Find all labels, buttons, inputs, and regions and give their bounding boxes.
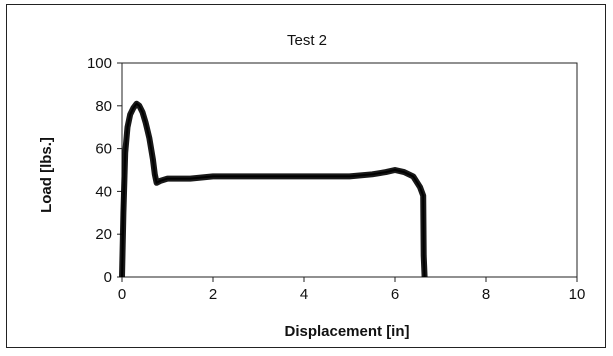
x-tick-label-0: 0 <box>118 286 126 303</box>
chart-frame: Test 2 0 20 40 60 80 100 0 2 4 6 8 10 Displacement … <box>6 4 606 348</box>
x-tick-label-5: 10 <box>569 286 586 303</box>
x-tick-label-4: 8 <box>482 286 490 303</box>
y-tick-label-2: 40 <box>95 183 112 200</box>
load-displacement-chart: Test 2 0 20 40 60 80 100 0 2 4 6 8 10 Displacement … <box>38 32 585 340</box>
series-line-0 <box>119 100 428 278</box>
plot-border <box>121 62 578 278</box>
y-tick-label-4: 80 <box>95 98 112 115</box>
y-tick-label-1: 20 <box>95 226 112 243</box>
y-tick-label-5: 100 <box>87 55 112 72</box>
plot-area: 0 20 40 60 80 100 0 2 4 6 8 10 <box>87 55 585 303</box>
y-tick-label-0: 0 <box>104 269 112 286</box>
y-axis-label: Load [lbs.] <box>38 137 55 213</box>
x-axis-label: Displacement [in] <box>284 323 409 340</box>
chart-title: Test 2 <box>287 32 327 49</box>
x-tick-label-2: 4 <box>300 286 308 303</box>
y-tick-label-3: 60 <box>95 141 112 158</box>
series-line-core-0 <box>121 102 426 278</box>
x-tick-label-3: 6 <box>391 286 399 303</box>
x-tick-label-1: 2 <box>209 286 217 303</box>
